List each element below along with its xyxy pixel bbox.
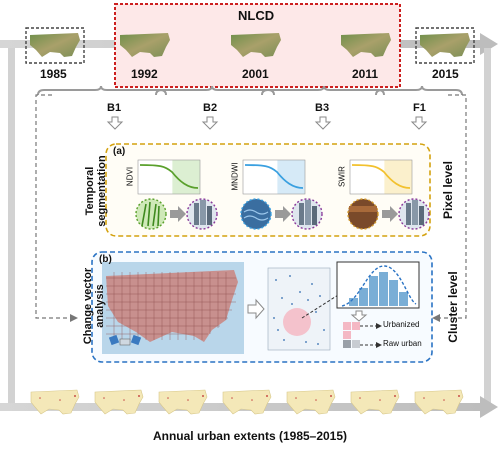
panel-b-side-title-line1: Change vector [82,267,94,345]
panel-a-right-title: Pixel level [441,160,455,220]
soil-circle [347,198,379,230]
tile-grid-map [102,262,244,354]
us-map-2011 [341,33,391,57]
city-circle-1 [186,198,218,230]
swir-plot [349,159,413,195]
urbanized-glyph [343,322,382,339]
band-f1: F1 [413,102,426,114]
year-2011: 2011 [352,67,379,81]
ndvi-plot [137,159,201,195]
cluster-to-histogram-line [301,289,347,319]
water-circle [240,198,272,230]
city-circle-2 [291,198,323,230]
us-map-1992 [120,33,170,57]
arrow-grid-to-cluster [247,298,265,320]
cluster-scatter-points [273,275,325,345]
arrow-histogram-down [350,310,368,322]
arrow-water-to-city [275,206,291,222]
band-b1: B1 [107,102,122,114]
band-b3: B3 [315,102,330,114]
legend-urbanized: Urbanized [383,320,420,329]
grass-circle [135,198,167,230]
dashed-connectors [35,94,467,319]
year-2015: 2015 [432,67,459,81]
ndvi-axis-label: NDVI [125,166,135,187]
annual-urban-dots [39,395,460,401]
year-1992: 1992 [131,67,158,81]
year-2001: 2001 [242,67,269,81]
period-braces [37,85,463,96]
bottom-caption: Annual urban extents (1985–2015) [152,429,348,443]
us-map-2015 [420,33,470,57]
band-b2: B2 [203,102,218,114]
histogram-chart [336,261,420,309]
box-1985 [25,27,85,64]
arrow-grass-to-city [170,206,186,222]
panel-b-side-title-line2: analysis [94,284,106,328]
cluster-tile [267,267,331,351]
nlcd-title: NLCD [238,8,275,23]
us-map-1985 [30,33,80,57]
box-2015 [415,27,475,64]
band-down-arrows [106,116,428,130]
raw-urban-glyph [343,340,382,348]
year-1985: 1985 [40,67,67,81]
panel-b-right-title: Cluster level [446,271,460,343]
panel-a-side-title-line2: segmentation [96,155,108,227]
swir-axis-label: SWIR [337,166,347,187]
panel-a-tag: (a) [113,146,126,157]
panel-a-side-title-line1: Temporal [84,166,96,216]
satellite-icon [108,334,142,346]
annual-urban-maps [30,389,464,415]
arrow-soil-to-city [382,206,398,222]
city-circle-3 [398,198,430,230]
legend-raw-urban: Raw urban [383,339,422,348]
mndwi-axis-label: MNDWI [230,162,240,191]
left-frame-bar [8,48,15,404]
panel-b-tag: (b) [99,254,112,265]
mndwi-plot [242,159,306,195]
us-map-2001 [231,33,281,57]
right-frame-bar [484,48,491,404]
